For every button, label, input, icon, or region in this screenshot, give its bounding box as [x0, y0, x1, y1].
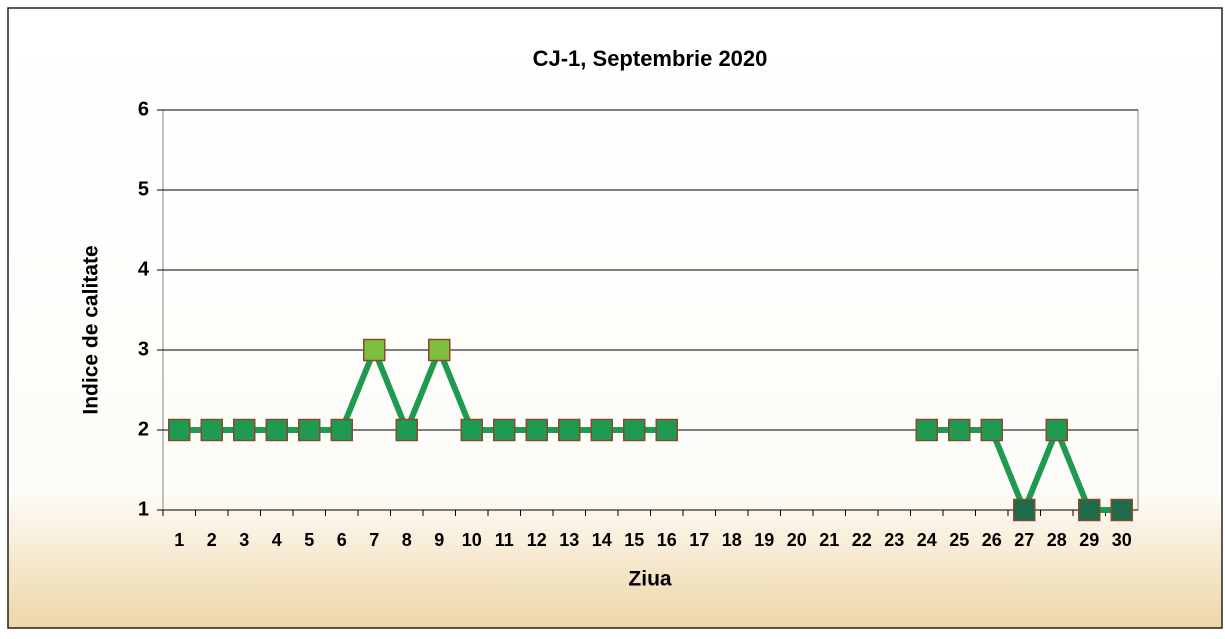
x-tick-label: 9 [434, 530, 444, 550]
y-tick-label: 2 [138, 418, 149, 440]
x-tick-label: 26 [982, 530, 1002, 550]
x-tick-label: 2 [207, 530, 217, 550]
data-point [330, 418, 353, 442]
x-tick-label: 7 [369, 530, 379, 550]
x-tick-label: 20 [787, 530, 807, 550]
x-tick-label: 16 [657, 530, 677, 550]
x-tick-label: 27 [1014, 530, 1034, 550]
x-tick-label: 5 [304, 530, 314, 550]
x-tick-label: 30 [1112, 530, 1132, 550]
chart-frame [7, 7, 1223, 629]
x-tick-label: 24 [917, 530, 937, 550]
data-point [915, 418, 938, 442]
x-axis-label: Ziua [628, 568, 671, 591]
data-point [363, 338, 386, 362]
data-point [460, 418, 483, 442]
data-point [493, 418, 516, 442]
x-tick-label: 4 [272, 530, 282, 550]
data-point [200, 418, 223, 442]
data-point [948, 418, 971, 442]
x-tick-label: 21 [819, 530, 839, 550]
x-tick-label: 22 [852, 530, 872, 550]
x-tick-label: 23 [884, 530, 904, 550]
x-tick-label: 28 [1047, 530, 1067, 550]
y-tick-label: 1 [138, 498, 149, 520]
y-tick-label: 3 [138, 338, 149, 360]
data-point [1110, 498, 1133, 522]
data-point [1013, 498, 1036, 522]
data-point [298, 418, 321, 442]
data-point [525, 418, 548, 442]
data-point [558, 418, 581, 442]
x-tick-label: 18 [722, 530, 742, 550]
x-tick-label: 1 [174, 530, 184, 550]
x-tick-label: 11 [495, 530, 514, 550]
data-point [168, 418, 191, 442]
x-tick-label: 25 [949, 530, 969, 550]
data-point [655, 418, 678, 442]
y-tick-label: 4 [138, 258, 150, 280]
x-tick-label: 19 [754, 530, 774, 550]
x-tick-label: 15 [624, 530, 644, 550]
data-point [590, 418, 613, 442]
x-tick-label: 6 [337, 530, 347, 550]
y-tick-label: 6 [138, 98, 149, 120]
data-point [265, 418, 288, 442]
x-tick-label: 10 [462, 530, 482, 550]
data-point [980, 418, 1003, 442]
x-tick-label: 3 [239, 530, 249, 550]
x-tick-label: 17 [689, 530, 709, 550]
data-point [395, 418, 418, 442]
chart-title: CJ-1, Septembrie 2020 [533, 46, 768, 71]
data-point [1045, 418, 1068, 442]
data-point [428, 338, 451, 362]
data-point [1078, 498, 1101, 522]
data-point [623, 418, 646, 442]
x-tick-label: 29 [1079, 530, 1099, 550]
x-tick-label: 12 [527, 530, 547, 550]
x-tick-label: 8 [402, 530, 412, 550]
data-point [233, 418, 256, 442]
x-tick-label: 13 [559, 530, 579, 550]
y-tick-label: 5 [138, 178, 149, 200]
x-tick-label: 14 [592, 530, 612, 550]
y-axis-label: Indice de calitate [80, 245, 103, 414]
